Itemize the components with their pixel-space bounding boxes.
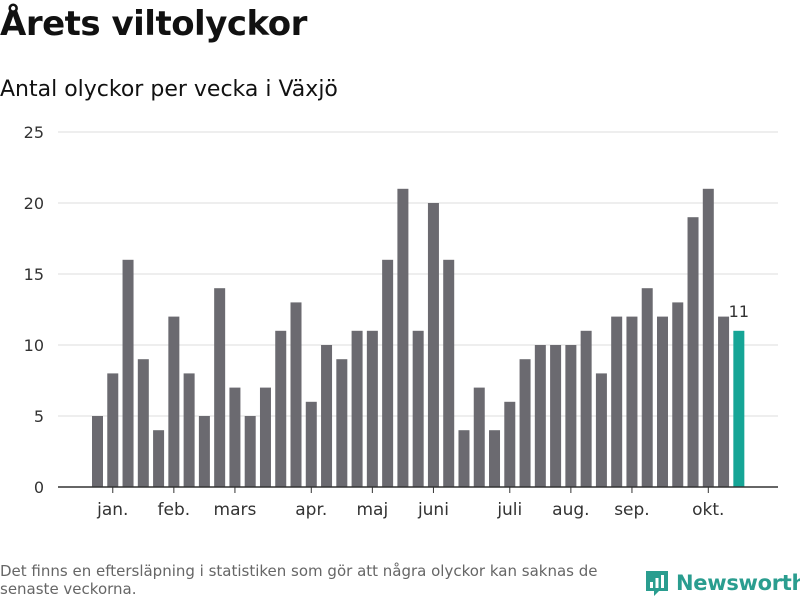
x-tick-label: juli	[496, 500, 522, 520]
bar	[336, 359, 348, 487]
bar	[321, 345, 333, 487]
chart-subtitle: Antal olyckor per vecka i Växjö	[0, 77, 338, 102]
x-tick-label: maj	[357, 500, 389, 520]
bar	[458, 430, 470, 487]
x-tick-label: feb.	[158, 500, 191, 520]
bar	[137, 359, 149, 487]
bar	[427, 203, 439, 487]
bar	[244, 416, 256, 487]
bar	[366, 330, 378, 487]
bar	[702, 188, 714, 488]
footnote: Det finns en eftersläpning i statistiken…	[0, 562, 598, 598]
latest-value-label: 11	[729, 302, 749, 321]
x-tick-label: jan.	[96, 500, 128, 520]
axes: 0 5 10 15 20 25 11 jan. feb. mars apr. maj juni juli a…	[24, 123, 778, 520]
bar	[183, 373, 195, 487]
chart-title: Årets viltolyckor	[0, 4, 307, 44]
bar	[214, 288, 226, 487]
bar	[198, 416, 210, 487]
bar	[519, 359, 531, 487]
y-tick-label: 20	[24, 194, 44, 213]
brand-logo: Newsworthy	[644, 569, 800, 597]
bar	[626, 316, 638, 487]
x-tick-label: aug.	[552, 500, 589, 520]
bar-latest-week	[733, 330, 745, 487]
bar	[504, 401, 516, 487]
y-tick-label: 10	[24, 336, 44, 355]
x-tick-label: mars	[214, 500, 257, 520]
bar	[489, 430, 501, 487]
bar	[229, 387, 241, 487]
y-tick-label: 5	[34, 407, 44, 426]
bar	[259, 387, 271, 487]
bar	[672, 302, 684, 487]
bar	[534, 345, 546, 487]
bar	[290, 302, 302, 487]
bar	[122, 259, 134, 487]
bar	[580, 330, 592, 487]
bar	[656, 316, 668, 487]
bar	[305, 401, 317, 487]
x-tick-label: sep.	[614, 500, 650, 520]
bar	[565, 345, 577, 487]
bar	[168, 316, 180, 487]
bar	[443, 259, 455, 487]
bar	[351, 330, 363, 487]
y-tick-label: 15	[24, 265, 44, 284]
bar-chart: 0 5 10 15 20 25 11 jan. feb. mars apr. maj juni juli a…	[24, 123, 778, 520]
bar	[92, 416, 103, 487]
y-tick-label: 25	[24, 123, 44, 142]
bar	[611, 316, 623, 487]
bar	[718, 316, 730, 487]
bar	[641, 288, 653, 487]
bar	[595, 373, 607, 487]
bar	[275, 330, 287, 487]
bar	[687, 217, 699, 487]
x-tick-label: juni	[417, 500, 449, 520]
y-tick-label: 0	[34, 478, 44, 497]
bars	[92, 188, 745, 488]
bar	[550, 345, 562, 487]
bar	[412, 330, 424, 487]
x-tick-label: okt.	[692, 500, 724, 520]
bar	[153, 430, 165, 487]
x-tick-label: apr.	[295, 500, 327, 520]
bar	[107, 373, 119, 487]
newsworthy-logo-icon	[646, 571, 668, 596]
bar	[397, 188, 409, 488]
bar	[473, 387, 485, 487]
brand-name: Newsworthy	[676, 571, 800, 595]
bar	[382, 259, 394, 487]
